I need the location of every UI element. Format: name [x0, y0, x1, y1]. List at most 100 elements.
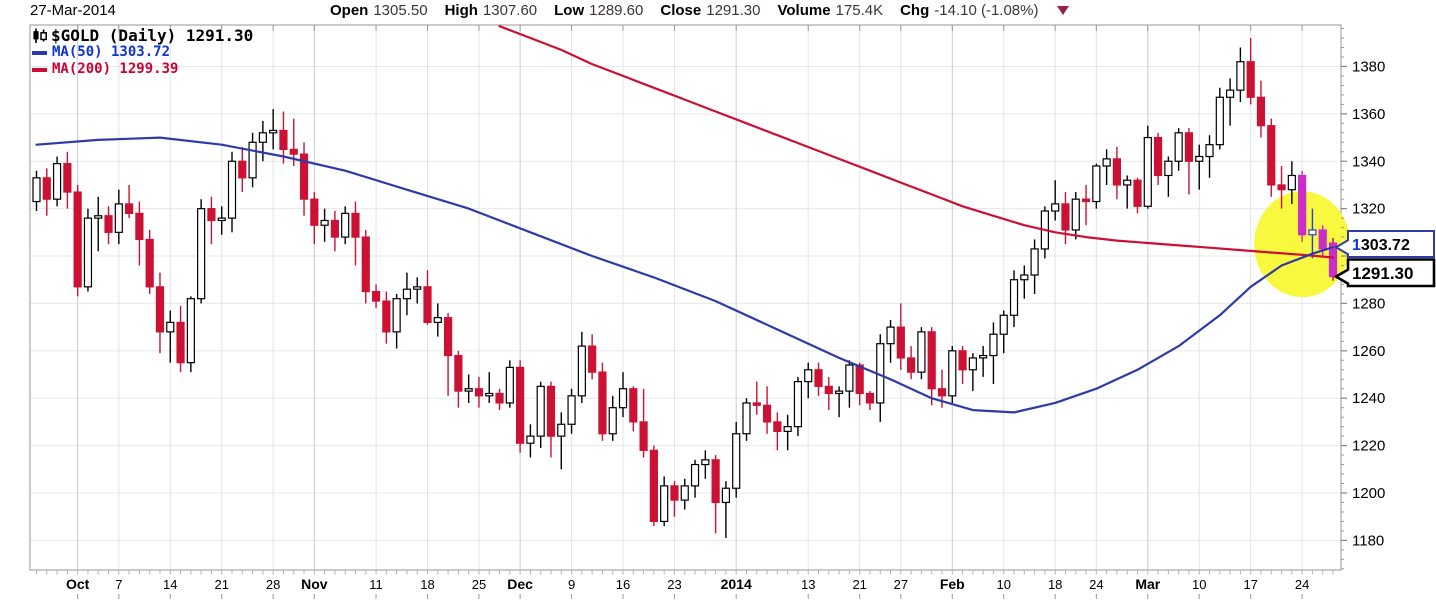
chart-header: 27-Mar-2014 Open 1305.50 High 1307.60 Low 128…: [0, 1, 1436, 21]
candle: [361, 229, 370, 304]
x-axis-label: 9: [568, 577, 575, 592]
symbol-legend-row: $GOLD (Daily) 1291.30: [32, 27, 253, 44]
x-axis-label: 10: [1192, 577, 1206, 592]
candle: [546, 381, 556, 458]
candle: [1236, 47, 1245, 103]
candle: [413, 277, 422, 304]
candle: [258, 120, 267, 162]
candle: [608, 395, 617, 441]
x-axis-label: 11: [369, 577, 383, 592]
candle: [783, 414, 792, 451]
candle: [227, 151, 237, 233]
candle: [371, 284, 381, 309]
y-axis-label: 1220: [1352, 438, 1385, 455]
candle: [711, 455, 720, 534]
candles: [32, 38, 1338, 539]
quote-field-value: 1307.60: [482, 2, 538, 19]
x-axis-label: 23: [667, 577, 681, 592]
candle: [392, 293, 401, 349]
candle: [824, 376, 833, 411]
candle: [742, 398, 751, 441]
x-axis-label: 17: [1243, 577, 1257, 592]
chart-legend: $GOLD (Daily) 1291.30 MA(50) 1303.72 MA(…: [32, 27, 253, 78]
date-label: 27-Mar-2014: [30, 2, 116, 19]
y-axis-label: 1380: [1352, 58, 1385, 75]
candle: [42, 168, 51, 216]
quote-field-label: Open: [330, 2, 369, 19]
candle: [1277, 165, 1286, 209]
x-axis-label: 10: [996, 577, 1010, 592]
x-axis-label: 2014: [721, 576, 752, 592]
candle: [752, 381, 761, 415]
candle: [1226, 78, 1235, 126]
candle: [485, 372, 494, 403]
x-axis-labels: Oct 7 14 21 28 Nov 11 18 25 Dec 9 16 23 2014 13 21 27 Feb…: [66, 576, 1309, 592]
x-axis-label: 21: [214, 577, 228, 592]
candle: [217, 206, 226, 235]
x-axis-label: 18: [420, 577, 434, 592]
candle: [649, 445, 658, 527]
quote-field-label: High: [444, 2, 478, 19]
candle: [721, 481, 731, 539]
x-axis-label: 7: [115, 577, 122, 592]
candle: [773, 412, 782, 451]
candle: [701, 450, 710, 479]
candle: [680, 478, 689, 510]
candle: [1009, 270, 1019, 328]
candle: [341, 206, 350, 245]
candle: [588, 334, 597, 380]
candle: [1256, 80, 1266, 138]
x-axis-label: 24: [1089, 577, 1103, 592]
quote-summary: Open 1305.50 High 1307.60 Low 1289.60 Close 129…: [330, 2, 1070, 19]
chg-down-triangle-icon: [1057, 6, 1070, 15]
candle: [876, 334, 885, 422]
symbol-title: $GOLD (Daily) 1291.30: [51, 26, 254, 45]
candle: [948, 346, 957, 403]
candle: [732, 421, 741, 498]
candle: [536, 381, 545, 448]
candle: [1184, 128, 1194, 195]
candle: [557, 412, 566, 470]
quote-field-label: Close: [660, 2, 702, 19]
candle: [505, 360, 514, 408]
ma50-price-callout: 1303.72: [1334, 230, 1435, 258]
candle: [1102, 149, 1111, 185]
candle: [1123, 175, 1132, 209]
candle: [1267, 118, 1276, 197]
candle: [464, 374, 473, 403]
candle: [1195, 144, 1204, 190]
candle: [320, 208, 329, 242]
candlestick-icon: [32, 28, 48, 44]
y-axis-label: 1360: [1352, 106, 1385, 123]
quote-field-value: -14.10 (-1.08%): [934, 2, 1039, 19]
candle: [166, 310, 175, 363]
candle: [618, 372, 628, 418]
quote-field-label: Low: [554, 2, 585, 19]
candle: [516, 360, 525, 453]
candle: [382, 291, 391, 344]
candle: [238, 147, 247, 193]
last-price-callout-text: 1291.30: [1352, 264, 1413, 283]
candle: [845, 360, 854, 408]
candle: [1030, 239, 1039, 294]
ma200-legend-row: MA(200) 1299.39: [32, 61, 253, 78]
ma200-legend-label: MA(200) 1299.39: [52, 61, 179, 77]
candle: [1287, 161, 1296, 204]
axis-ticks: [36, 25, 1347, 599]
y-axis-label: 1260: [1352, 343, 1385, 360]
candle: [433, 303, 442, 337]
candle: [63, 151, 72, 209]
candle: [834, 386, 844, 418]
y-axis-label: 1280: [1352, 295, 1385, 312]
candle: [907, 346, 916, 380]
candle: [814, 362, 823, 396]
candle: [1164, 156, 1173, 197]
candle: [855, 362, 864, 406]
ma50-legend-row: MA(50) 1303.72: [32, 44, 253, 61]
y-axis-label: 1340: [1352, 153, 1385, 170]
candle: [865, 391, 875, 411]
candle: [1246, 38, 1255, 105]
candle: [125, 184, 134, 219]
